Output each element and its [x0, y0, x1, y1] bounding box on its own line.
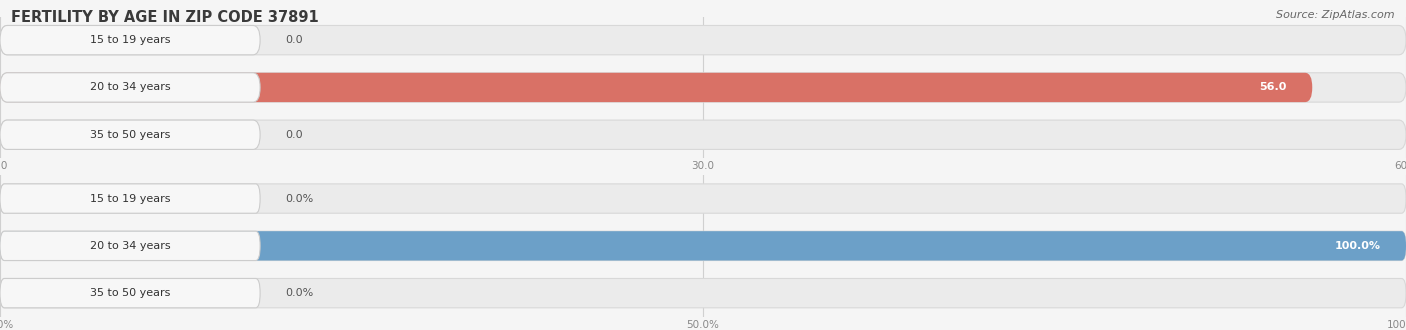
FancyBboxPatch shape — [0, 184, 260, 213]
FancyBboxPatch shape — [0, 73, 1406, 102]
Text: 15 to 19 years: 15 to 19 years — [90, 194, 170, 204]
FancyBboxPatch shape — [0, 231, 1406, 260]
FancyBboxPatch shape — [0, 73, 260, 102]
Text: FERTILITY BY AGE IN ZIP CODE 37891: FERTILITY BY AGE IN ZIP CODE 37891 — [11, 10, 319, 25]
Text: 35 to 50 years: 35 to 50 years — [90, 288, 170, 298]
Text: 15 to 19 years: 15 to 19 years — [90, 35, 170, 45]
Text: Source: ZipAtlas.com: Source: ZipAtlas.com — [1277, 10, 1395, 20]
FancyBboxPatch shape — [0, 231, 260, 260]
Text: 35 to 50 years: 35 to 50 years — [90, 130, 170, 140]
FancyBboxPatch shape — [0, 279, 1406, 308]
FancyBboxPatch shape — [0, 184, 1406, 213]
Text: 0.0%: 0.0% — [285, 288, 314, 298]
FancyBboxPatch shape — [0, 120, 1406, 149]
Text: 0.0%: 0.0% — [285, 194, 314, 204]
FancyBboxPatch shape — [0, 73, 1312, 102]
FancyBboxPatch shape — [0, 25, 1406, 55]
Text: 0.0: 0.0 — [285, 130, 304, 140]
FancyBboxPatch shape — [0, 25, 260, 55]
FancyBboxPatch shape — [0, 231, 1406, 260]
Text: 0.0: 0.0 — [285, 35, 304, 45]
FancyBboxPatch shape — [0, 279, 260, 308]
Text: 100.0%: 100.0% — [1334, 241, 1381, 251]
Text: 56.0: 56.0 — [1260, 82, 1286, 92]
Text: 20 to 34 years: 20 to 34 years — [90, 82, 170, 92]
FancyBboxPatch shape — [0, 120, 260, 149]
Text: 20 to 34 years: 20 to 34 years — [90, 241, 170, 251]
